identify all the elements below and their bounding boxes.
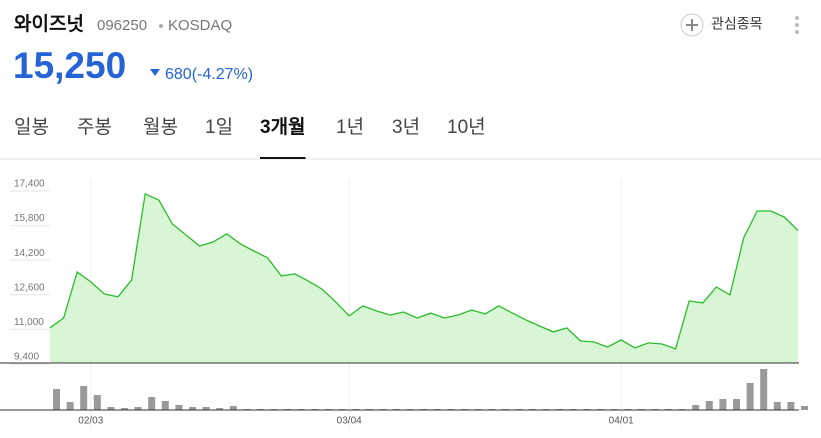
y-tick-label: 15,800 [14,213,45,224]
y-tick-label: 14,200 [14,248,45,259]
volume-bar [189,407,196,410]
tab[interactable]: 10년 [447,116,486,138]
volume-bar [134,407,142,410]
price-line [49,192,799,350]
volume-bar [161,401,169,410]
y-tick-label: 12,600 [14,282,45,293]
volume-bar [760,369,768,410]
plus [686,19,698,31]
volume-bar [733,399,740,410]
volume-bar [801,406,808,410]
volume-bar [229,406,237,410]
y-tick-label: 11,000 [14,317,44,328]
volume-bar [787,402,795,410]
stock-name: 와이즈넛 [14,13,84,35]
price-change: 680(-4.27%) [165,66,253,83]
y-tick-label: 9,400 [14,352,39,363]
volume-bar [80,386,88,410]
volume-bar [93,395,101,410]
market: KOSDAQ [168,17,232,34]
volume-bar [148,397,156,410]
volume-bar [202,407,210,410]
volume-bar [719,399,727,410]
down-arrow [150,69,160,76]
tab[interactable]: 3년 [392,116,420,138]
volume-bar [121,408,128,410]
stock-code: 096250 [97,17,147,34]
more-menu[interactable] [795,16,799,34]
separator [159,24,163,28]
tab[interactable]: 3개월 [260,116,306,138]
price: 15,250 [13,45,126,86]
tab[interactable]: 일봉 [14,116,49,138]
watch-button[interactable]: 관심종목 [711,16,763,32]
volume-bar [216,408,224,410]
tab[interactable]: 주봉 [77,117,112,138]
volume-bar [107,407,115,410]
x-tick-label: 04/01 [609,416,634,427]
volume-bar [53,389,60,410]
tab[interactable]: 1년 [336,116,364,138]
y-tick-label: 17,400 [14,179,45,190]
area-fill [50,193,798,363]
volume-bar [175,405,183,410]
volume-bar [705,401,713,410]
volume-bar [746,383,754,410]
volume-bar [66,402,74,410]
volume-bar [692,405,700,410]
x-tick-label: 03/04 [337,416,362,427]
x-tick-label: 02/03 [78,416,103,427]
tab[interactable]: 1일 [205,116,233,138]
volume-bar [773,402,781,410]
tab[interactable]: 월봉 [143,116,178,138]
